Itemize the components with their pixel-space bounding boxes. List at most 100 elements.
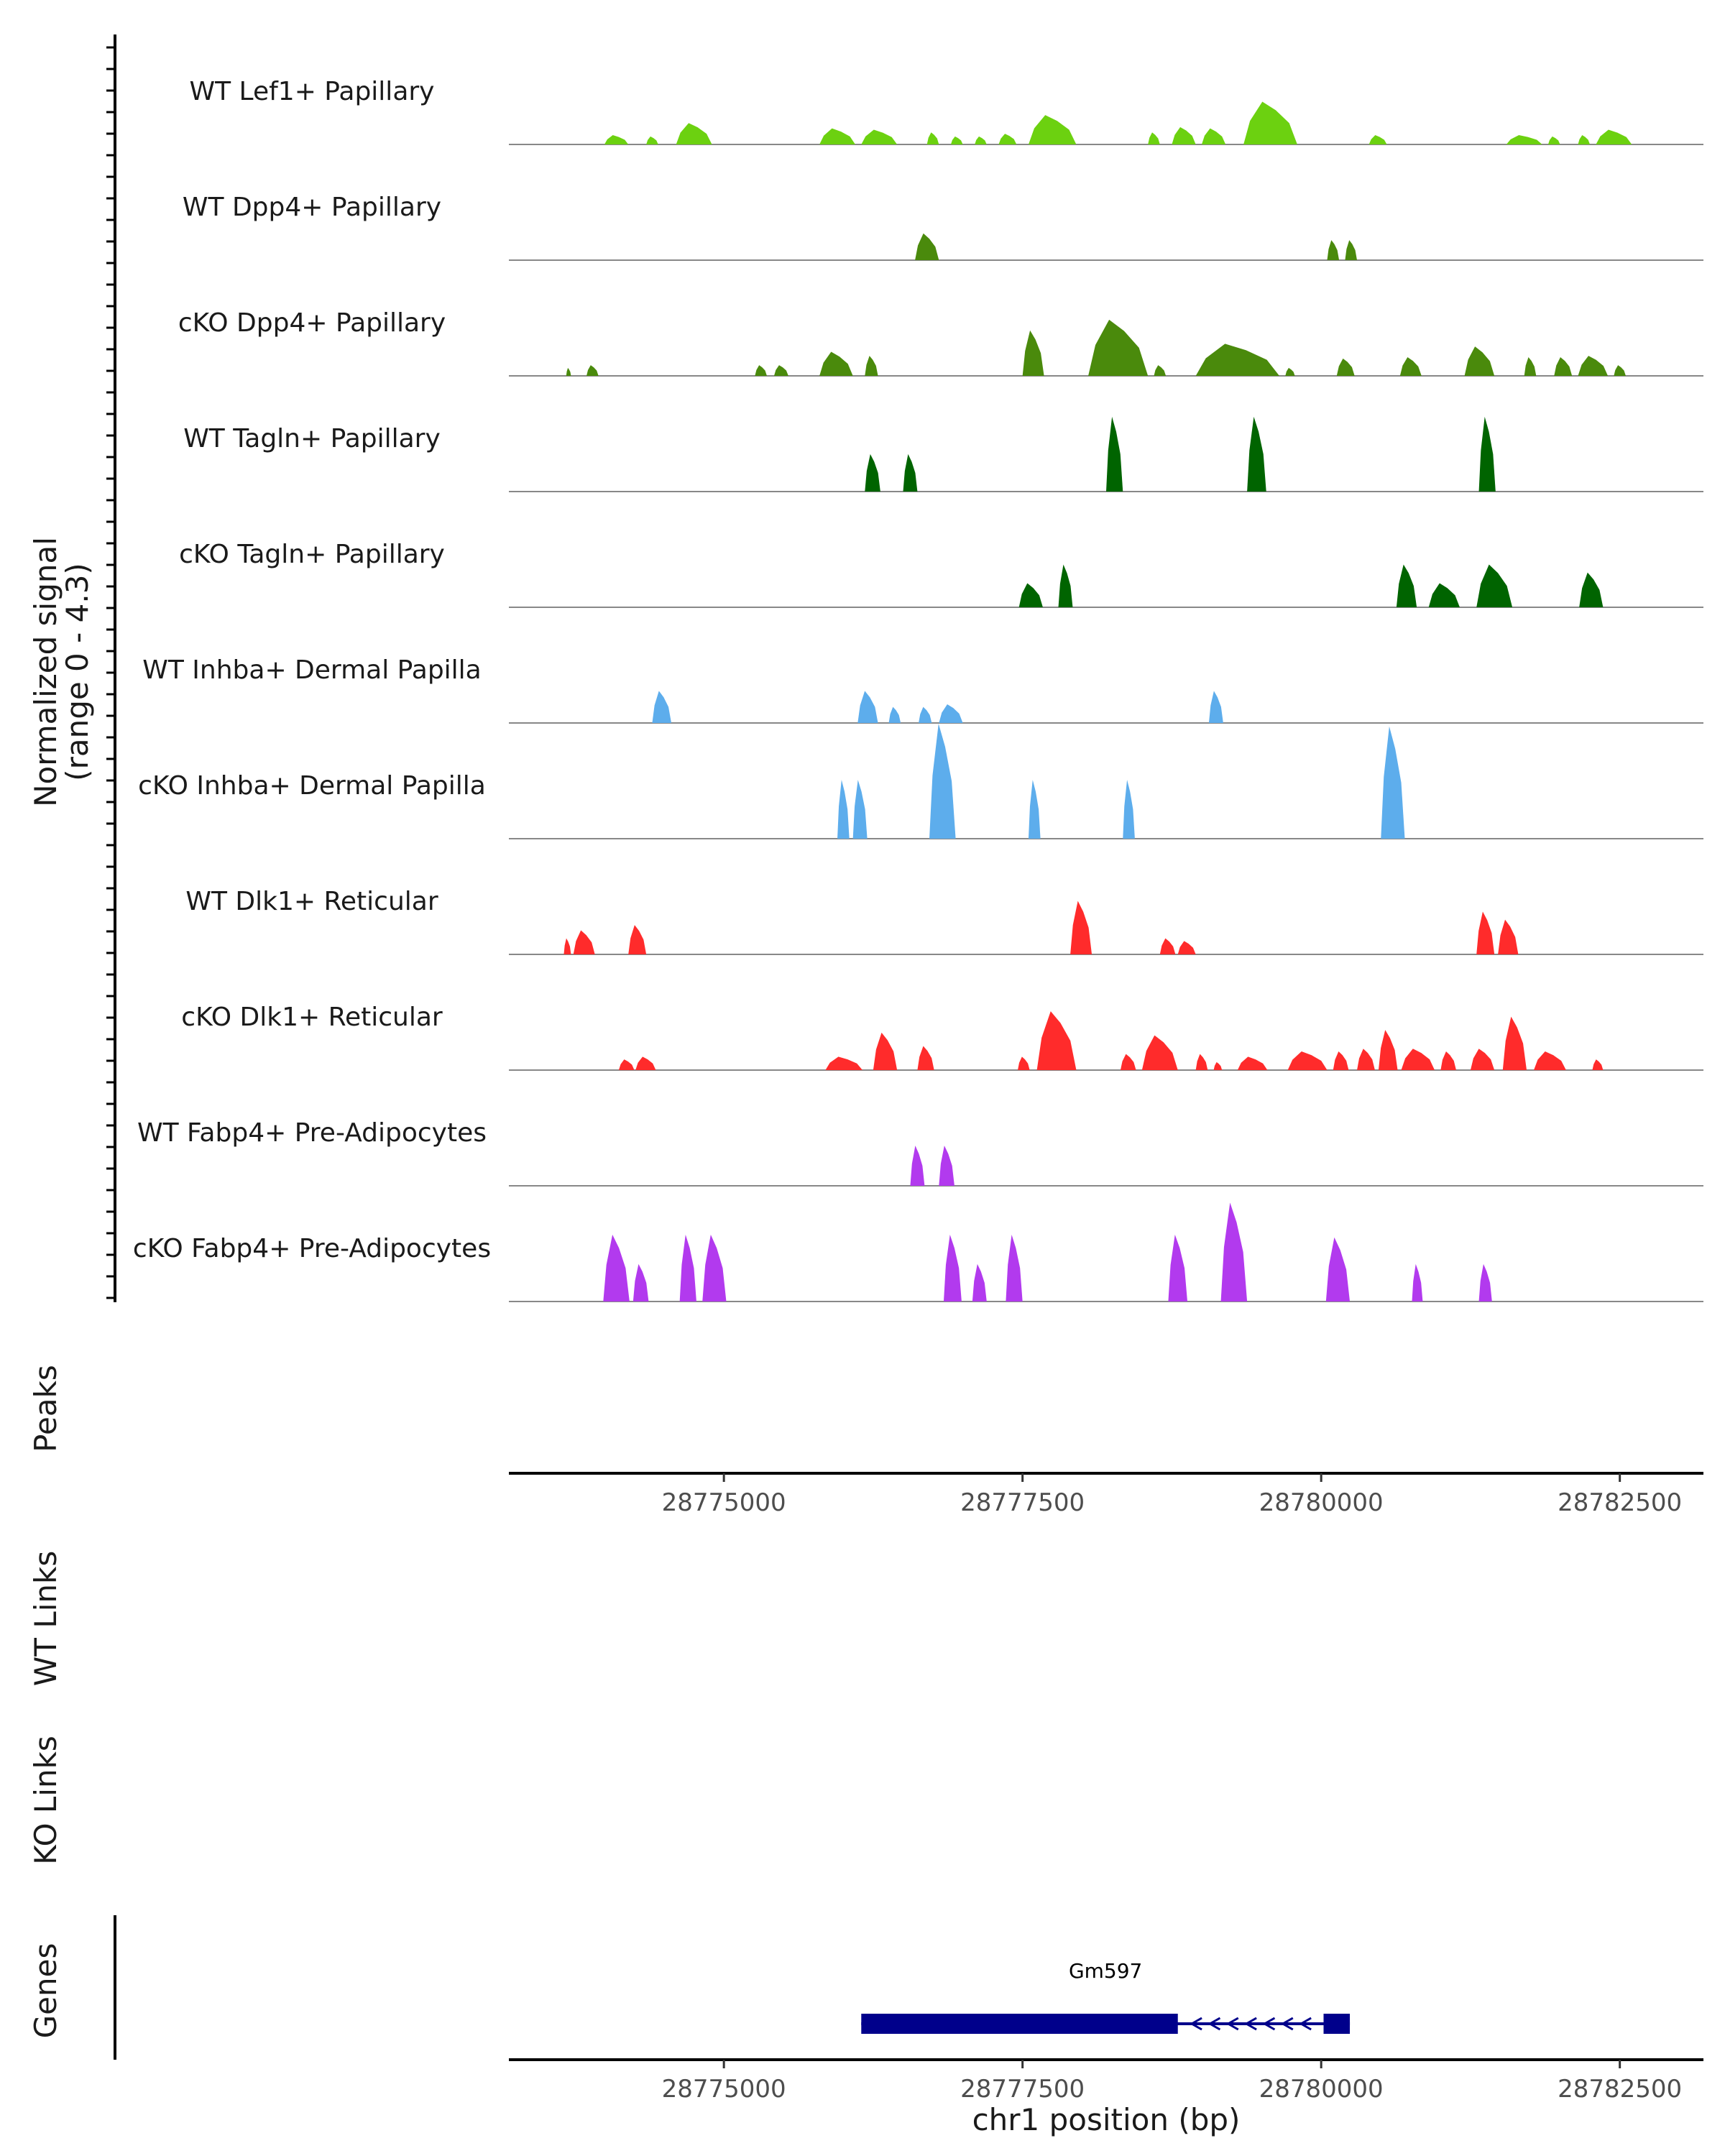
- coverage-peak: [646, 136, 658, 144]
- coverage-peak: [1478, 1263, 1492, 1302]
- coverage-peak: [1123, 780, 1135, 839]
- track-label: cKO Dlk1+ Reticular: [181, 1003, 443, 1032]
- coverage-peak: [1201, 128, 1226, 144]
- coverage-peak: [628, 925, 647, 954]
- coverage-peak: [635, 1056, 656, 1070]
- coverage-peak: [1476, 911, 1495, 954]
- coverage-peak: [1401, 1049, 1435, 1070]
- x-tick-label: 28775000: [662, 1488, 786, 1517]
- coverage-peak: [972, 1263, 987, 1302]
- coverage-peak: [1502, 1016, 1527, 1070]
- coverage-peak: [857, 691, 878, 723]
- coverage-peak: [852, 780, 868, 839]
- coverage-peak: [1476, 564, 1513, 607]
- coverage-peak: [1378, 1030, 1398, 1070]
- coverage-track: WT Inhba+ Dermal Papilla: [142, 655, 1703, 724]
- coverage-tracks: WT Lef1+ Papillary WT Dpp4+ Papillary cKO …: [133, 77, 1703, 1302]
- strand-arrow: [1299, 2017, 1312, 2031]
- coverage-peak: [910, 1146, 925, 1186]
- coverage-track: cKO Fabp4+ Pre-Adipocytes: [133, 1202, 1703, 1302]
- coverage-peak: [1381, 726, 1405, 839]
- coverage-peak: [1440, 1051, 1456, 1070]
- track-label: cKO Tagln+ Papillary: [179, 540, 445, 569]
- coverage-peak: [975, 136, 987, 144]
- coverage-peak: [1357, 1049, 1375, 1070]
- coverage-peak: [929, 724, 956, 839]
- strand-arrow: [1280, 2017, 1294, 2031]
- coverage-peak: [943, 1234, 962, 1302]
- coverage-peak: [1168, 1234, 1188, 1302]
- coverage-peak: [1524, 356, 1537, 376]
- coverage-peak: [1028, 780, 1041, 839]
- coverage-peak: [865, 356, 878, 376]
- strand-arrow: [1225, 2017, 1239, 2031]
- coverage-peak: [917, 1046, 934, 1070]
- coverage-peak: [1327, 240, 1340, 260]
- coverage-peak: [1022, 330, 1044, 376]
- gene-name-label: Gm597: [1069, 1959, 1142, 1983]
- coverage-peak: [1578, 134, 1591, 144]
- coverage-track: WT Dlk1+ Reticular: [185, 887, 1703, 955]
- strand-arrow: [1244, 2017, 1257, 2031]
- x-tick-label: 28777500: [960, 2075, 1085, 2104]
- coverage-peak: [1106, 416, 1123, 492]
- coverage-peak: [1028, 115, 1077, 144]
- coverage-peak: [1368, 134, 1387, 144]
- x-tick-label: 28777500: [960, 1488, 1085, 1517]
- coverage-peak: [1287, 1051, 1328, 1070]
- coverage-track: cKO Dpp4+ Papillary: [178, 308, 1703, 377]
- strand-arrow: [1190, 2017, 1202, 2031]
- coverage-peak: [865, 453, 880, 492]
- wt-links-track-title: WT Links: [28, 1551, 63, 1686]
- x-tick-label: 28782500: [1558, 2075, 1682, 2104]
- x-tick-label: 28775000: [662, 2075, 786, 2104]
- coverage-peak: [1336, 358, 1355, 376]
- gene-model: Gm597: [861, 1959, 1351, 2034]
- coverage-peak: [1177, 941, 1196, 954]
- peaks-track-title: Peaks: [28, 1365, 63, 1452]
- coverage-track: cKO Dlk1+ Reticular: [181, 1003, 1703, 1071]
- coverage-peak: [1285, 367, 1295, 376]
- strand-arrow: [1208, 2017, 1221, 2031]
- track-label: WT Tagln+ Papillary: [183, 424, 441, 453]
- coverage-peak: [939, 1146, 954, 1186]
- genes-x-axis-ticks: 28775000 28777500 28780000 28782500: [662, 2060, 1682, 2104]
- coverage-peak: [819, 128, 855, 144]
- coverage-track: cKO Tagln+ Papillary: [179, 540, 1703, 608]
- coverage-peak: [1154, 365, 1167, 376]
- signal-axis-ticks: [106, 46, 115, 1299]
- coverage-peak: [1579, 572, 1604, 607]
- coverage-peak: [819, 351, 853, 376]
- coverage-peak: [679, 1234, 696, 1302]
- coverage-peak: [903, 453, 918, 492]
- coverage-peak: [618, 1059, 635, 1070]
- track-label: WT Lef1+ Papillary: [190, 77, 435, 106]
- coverage-peak: [1070, 900, 1092, 954]
- coverage-peak: [861, 129, 898, 144]
- coverage-peak: [1464, 346, 1495, 376]
- coverage-peak: [1399, 356, 1422, 376]
- coverage-peak: [1614, 365, 1626, 376]
- coverage-peak: [1148, 132, 1160, 144]
- coverage-track: WT Tagln+ Papillary: [183, 416, 1703, 492]
- x-tick-label: 28780000: [1259, 1488, 1384, 1517]
- coverage-peak: [1172, 126, 1196, 144]
- coverage-peak: [1243, 101, 1297, 144]
- coverage-peak: [1333, 1051, 1349, 1070]
- coverage-peak: [1506, 134, 1542, 144]
- coverage-peak: [1345, 240, 1358, 260]
- track-label: WT Inhba+ Dermal Papilla: [142, 655, 481, 685]
- signal-axis-range: (range 0 - 4.3): [60, 563, 95, 781]
- coverage-peak: [1195, 344, 1279, 376]
- coverage-peak: [1533, 1051, 1566, 1070]
- coverage-track: WT Fabp4+ Pre-Adipocytes: [137, 1118, 1703, 1187]
- coverage-peak: [873, 1032, 898, 1070]
- coverage-track: cKO Inhba+ Dermal Papilla: [138, 724, 1703, 839]
- track-label: WT Fabp4+ Pre-Adipocytes: [137, 1118, 487, 1148]
- coverage-peak: [1325, 1237, 1351, 1302]
- coverage-peak: [1470, 1049, 1495, 1070]
- coverage-peak: [1412, 1263, 1423, 1302]
- coverage-peak: [919, 706, 932, 723]
- coverage-peak: [1554, 356, 1573, 376]
